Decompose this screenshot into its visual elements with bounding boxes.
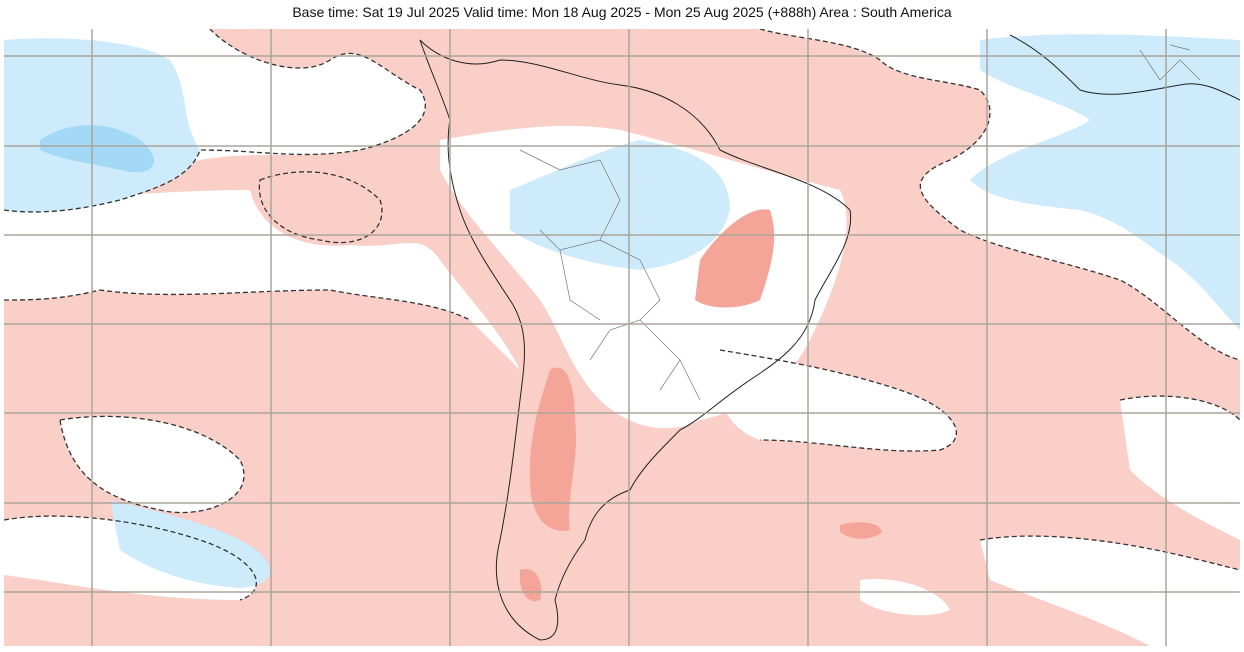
neutral-region: [980, 536, 1240, 646]
neutral-region: [717, 350, 957, 452]
warm-strong-region: [519, 569, 542, 602]
warm-strong-region: [840, 522, 882, 539]
map-title: Base time: Sat 19 Jul 2025 Valid time: M…: [292, 4, 952, 20]
contour: [59, 415, 245, 514]
contour: [4, 29, 426, 213]
map-field: [4, 29, 1240, 646]
neutral-region: [60, 416, 244, 513]
contour: [719, 349, 957, 452]
warm-strong-region: [695, 209, 775, 308]
cold-region: [510, 140, 730, 270]
contour: [1119, 395, 1240, 421]
contour: [4, 289, 471, 321]
neutral-region: [1120, 396, 1240, 540]
cold-strong-region: [40, 125, 154, 173]
contour: [759, 29, 1240, 361]
borders: [519, 149, 701, 401]
contour: [979, 535, 1240, 571]
coastline: [419, 39, 852, 641]
borders: [1139, 44, 1201, 81]
coastline: [1009, 34, 1240, 101]
cold-region: [4, 38, 200, 212]
cold-region: [110, 500, 270, 588]
contour: [258, 171, 383, 244]
neutral-region: [860, 579, 950, 616]
graticule: [4, 29, 1240, 646]
warm-strong-region: [529, 367, 577, 531]
cold-region: [970, 34, 1240, 330]
contour: [4, 515, 257, 601]
